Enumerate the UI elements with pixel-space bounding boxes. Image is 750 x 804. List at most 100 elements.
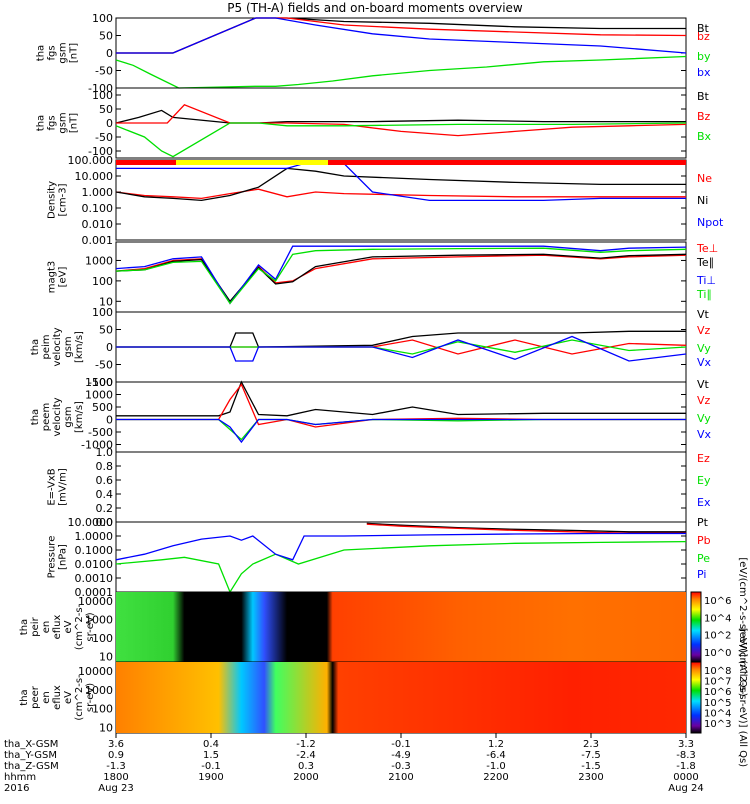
x-tick-label: 1900 xyxy=(198,772,223,783)
colorbar-tick-label: 10^4 xyxy=(704,708,731,719)
y-tick-label: 10.0000 xyxy=(68,516,114,529)
x-tick-label: 2300 xyxy=(578,772,603,783)
y-axis-label: velocity xyxy=(52,327,63,366)
legend-label: Ti⊥ xyxy=(696,274,716,287)
x-gsm-value: -0.1 xyxy=(391,739,411,750)
y-axis-label: tha xyxy=(19,689,30,705)
legend-label: bx xyxy=(697,66,711,79)
mode-segment xyxy=(116,160,176,165)
series-line-Vt xyxy=(116,380,686,417)
z-gsm-value: -1.0 xyxy=(486,761,506,772)
y-tick-label: 1000 xyxy=(85,684,113,697)
y-axis-label: tha xyxy=(30,339,41,355)
y-tick-label: 100 xyxy=(92,632,113,645)
series-line-Pi xyxy=(115,532,686,561)
y-axis-label: eflux xyxy=(52,615,63,640)
y-tick-label: 0.0 xyxy=(96,516,114,529)
y-tick-label: 0.1000 xyxy=(75,544,114,557)
colorbar-tick-label: 10^7 xyxy=(704,677,731,688)
colorbar-label: [eV/(cm^2-s-sr-eV)] (All Qs) xyxy=(737,628,748,767)
legend-label: bz xyxy=(697,30,710,43)
y-gsm-value: 1.5 xyxy=(203,750,219,761)
colorbar-tick-label: 10^4 xyxy=(704,613,731,624)
panel-frame xyxy=(115,451,687,523)
colorbar-scale xyxy=(690,661,702,734)
y-axis-label: peim xyxy=(41,334,52,359)
x-tick-label: 0000 xyxy=(673,772,698,783)
colorbar-tick-label: 10^8 xyxy=(704,666,731,677)
series-line-Vz xyxy=(116,383,686,428)
y-axis-label: [cm-3] xyxy=(58,183,69,216)
spectrogram-8 xyxy=(116,592,686,662)
plot-title: P5 (TH-A) fields and on-board moments ov… xyxy=(227,1,523,15)
y-tick-label: -50 xyxy=(95,359,113,372)
y-tick-label: 1.0 xyxy=(96,446,114,459)
legend-label: Ez xyxy=(697,452,710,465)
panel-2: 100.000 10.000 1.000 0.100 0.010 0.001 Density… xyxy=(47,154,724,247)
y-tick-label: 10000 xyxy=(78,665,113,678)
y-gsm-value: -7.5 xyxy=(581,750,601,761)
footer-row-label: 2016 xyxy=(4,783,29,794)
y-axis-label: (cm^2-s- xyxy=(74,674,85,721)
y-tick-label: 100.000 xyxy=(68,154,114,167)
y-tick-label: 0.6 xyxy=(96,474,114,487)
date-label: Aug 23 xyxy=(98,783,133,794)
legend-label: Te⊥ xyxy=(696,242,718,255)
y-tick-label: -50 xyxy=(95,65,113,78)
y-tick-label: 100 xyxy=(92,275,113,288)
series-line-by xyxy=(115,55,687,89)
legend-label: Bx xyxy=(697,130,712,143)
colorbar-tick-label: 10^6 xyxy=(704,596,731,607)
y-axis-label: magt3 xyxy=(47,261,58,294)
y-tick-label: 10000 xyxy=(78,595,113,608)
y-tick-label: 1500 xyxy=(85,376,113,389)
y-tick-label: 50 xyxy=(99,30,113,43)
y-axis-label: peer xyxy=(30,685,41,709)
legend-label: Pe xyxy=(697,552,710,565)
y-axis-label: tha xyxy=(36,45,47,61)
y-tick-label: 100 xyxy=(92,703,113,716)
y-tick-label: 1000 xyxy=(85,389,113,402)
y-axis-label: sr-eV) xyxy=(85,612,96,641)
footer-row-label: tha_Y-GSM xyxy=(4,750,57,761)
y-tick-label: 100 xyxy=(92,12,113,25)
footer-row-label: tha_Z-GSM xyxy=(4,761,59,772)
y-tick-label: 0 xyxy=(106,414,113,427)
y-axis-label: tha xyxy=(36,115,47,131)
legend-label: Ne xyxy=(697,172,712,185)
legend-label: Pb xyxy=(697,534,711,547)
mode-segment xyxy=(176,160,328,165)
y-tick-label: 10.000 xyxy=(75,170,114,183)
y-axis-label: tha xyxy=(30,409,41,425)
y-axis-label: gsm xyxy=(63,336,74,357)
y-axis-label: Pressure xyxy=(47,536,58,579)
x-tick-label: 2200 xyxy=(483,772,508,783)
y-tick-label: 1.0000 xyxy=(75,530,114,543)
mode-segment xyxy=(328,160,686,165)
series-line-Pe xyxy=(115,540,687,594)
y-axis-label: fgs xyxy=(47,45,58,60)
y-axis-label: [km/s] xyxy=(74,331,85,363)
panel-3: 1000 100 10 magt3 [eV] Te⊥Te∥ Ti⊥Ti∥ xyxy=(47,241,718,313)
y-tick-label: 10 xyxy=(99,721,113,734)
z-gsm-value: -0.1 xyxy=(201,761,221,772)
z-gsm-value: -1.5 xyxy=(581,761,601,772)
spectrogram-fill xyxy=(116,592,686,662)
spectrogram-9 xyxy=(116,662,686,733)
y-axis-label: E=-VxB xyxy=(47,468,58,505)
y-tick-label: 1000 xyxy=(85,254,113,267)
series-line-Ti∥ xyxy=(115,247,687,305)
x-gsm-value: 0.4 xyxy=(203,739,219,750)
panel-4: 100 50 0 -50 -100 tha peim velocity gsm [km/s] Vt V… xyxy=(30,306,712,389)
y-tick-label: 0 xyxy=(106,341,113,354)
y-tick-label: 0 xyxy=(106,117,113,130)
x-gsm-value: 3.6 xyxy=(108,739,124,750)
series-line-Ne xyxy=(115,188,686,200)
y-axis-label: gsm xyxy=(58,112,69,133)
y-tick-label: 0.4 xyxy=(96,488,114,501)
